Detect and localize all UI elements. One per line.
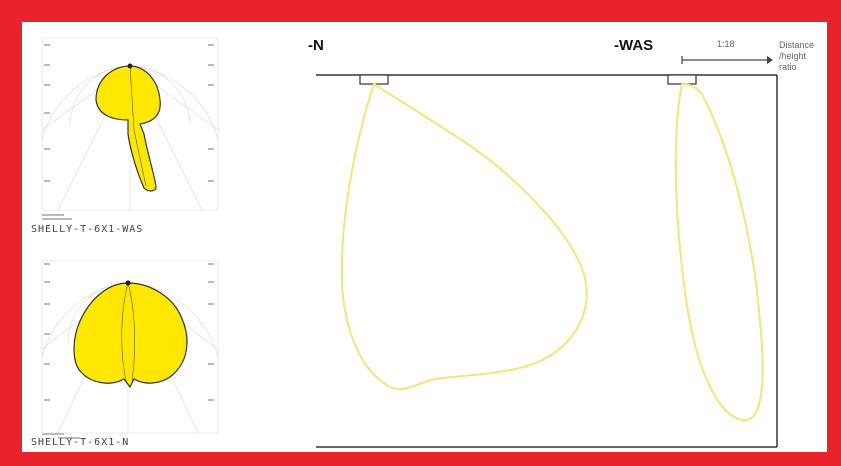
ratio-legend-line: /height [779, 51, 825, 62]
label-luminaire-n: -N [308, 37, 324, 54]
ratio-legend-line: Distance [779, 40, 825, 51]
luminaire-was [668, 75, 696, 84]
ratio-value: 1:18 [717, 39, 735, 49]
label-luminaire-was: -WAS [614, 37, 653, 54]
ratio-legend-line: ratio [779, 62, 825, 73]
diagram-panel: SHELLY-T-6X1-WAS [22, 22, 827, 452]
beam-curve-n [342, 84, 587, 389]
ratio-legend: Distance /height ratio [779, 40, 825, 73]
beam-curve-was [676, 84, 763, 420]
light-distribution-section [22, 22, 827, 452]
luminaire-n [360, 75, 388, 84]
